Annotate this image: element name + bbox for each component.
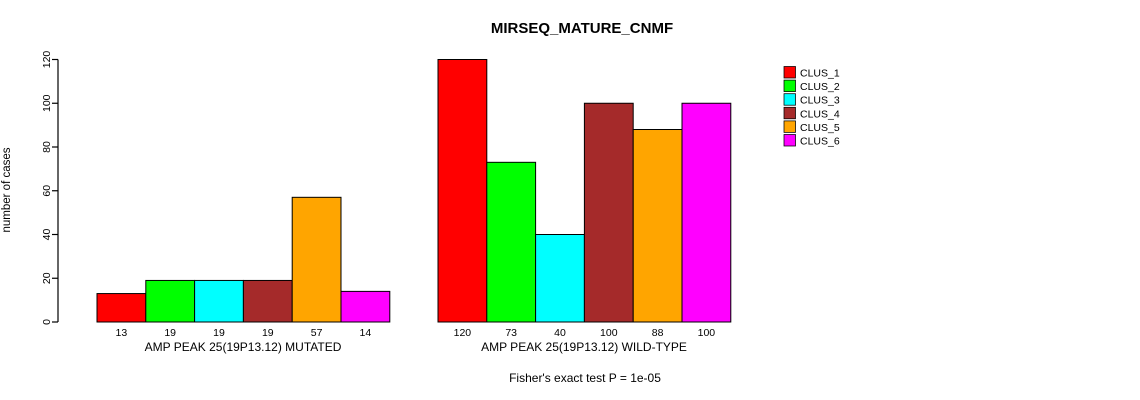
bar-value-label: 100	[600, 327, 618, 339]
bar-value-label: 73	[505, 327, 517, 339]
bar-clus_1-group1	[96, 293, 147, 323]
y-tick-label: 80	[41, 141, 53, 153]
bar-value-label: 57	[311, 327, 323, 339]
bar-value-label: 88	[652, 327, 664, 339]
legend-swatch-clus_2	[783, 79, 796, 92]
bar-clus_5-group2	[632, 129, 683, 323]
y-tick-label: 20	[41, 272, 53, 284]
legend-label-clus_4: CLUS_4	[800, 108, 840, 120]
bar-clus_3-group2	[535, 234, 585, 323]
bar-clus_2-group1	[145, 279, 196, 323]
legend-swatch-clus_6	[783, 134, 796, 147]
bar-value-label: 13	[116, 327, 128, 339]
bar-value-label: 19	[213, 327, 225, 339]
fisher-test-annotation: Fisher's exact test P = 1e-05	[509, 371, 661, 385]
bar-value-labels: 13 19 19 19 57 14 120 73 40 100 88 100	[116, 327, 716, 339]
bars-layer	[96, 59, 732, 323]
legend-label-clus_6: CLUS_6	[800, 136, 840, 148]
bar-clus_2-group2	[486, 161, 537, 323]
legend-swatch-clus_3	[783, 93, 796, 106]
y-tick-label: 120	[41, 51, 53, 69]
bar-value-label: 40	[554, 327, 566, 339]
y-tick-label: 0	[41, 319, 53, 325]
bar-value-label: 19	[164, 327, 176, 339]
bar-clus_5-group1	[291, 196, 342, 323]
y-axis-title: number of cases	[1, 147, 13, 232]
y-tick-label: 60	[41, 185, 53, 197]
legend-swatch-clus_5	[783, 120, 796, 133]
legend-swatch-clus_1	[783, 66, 796, 79]
legend-label-clus_5: CLUS_5	[800, 122, 840, 134]
chart-title: MIRSEQ_MATURE_CNMF	[491, 20, 673, 37]
bar-clus_3-group1	[194, 279, 244, 323]
bar-value-label: 120	[454, 327, 472, 339]
bar-clus_1-group2	[437, 59, 488, 323]
bar-value-label: 14	[360, 327, 372, 339]
legend-swatch-clus_4	[783, 106, 796, 120]
y-tick-label: 100	[41, 94, 53, 112]
group-label-wildtype: AMP PEAK 25(19P13.12) WILD-TYPE	[481, 340, 687, 354]
bar-value-label: 100	[698, 327, 716, 339]
legend-label-clus_1: CLUS_1	[800, 68, 840, 80]
bar-clus_6-group1	[340, 290, 391, 323]
y-axis: 0 20 40 60 80 100 120	[41, 51, 59, 325]
legend-label-clus_2: CLUS_2	[800, 81, 840, 93]
y-tick-label: 40	[41, 229, 53, 241]
bar-clus_4-group1	[242, 279, 293, 323]
bar-value-label: 19	[262, 327, 274, 339]
bar-clus_4-group2	[583, 102, 634, 323]
group-label-mutated: AMP PEAK 25(19P13.12) MUTATED	[145, 340, 342, 354]
legend-label-clus_3: CLUS_3	[800, 95, 840, 107]
bar-clus_6-group2	[681, 102, 732, 323]
